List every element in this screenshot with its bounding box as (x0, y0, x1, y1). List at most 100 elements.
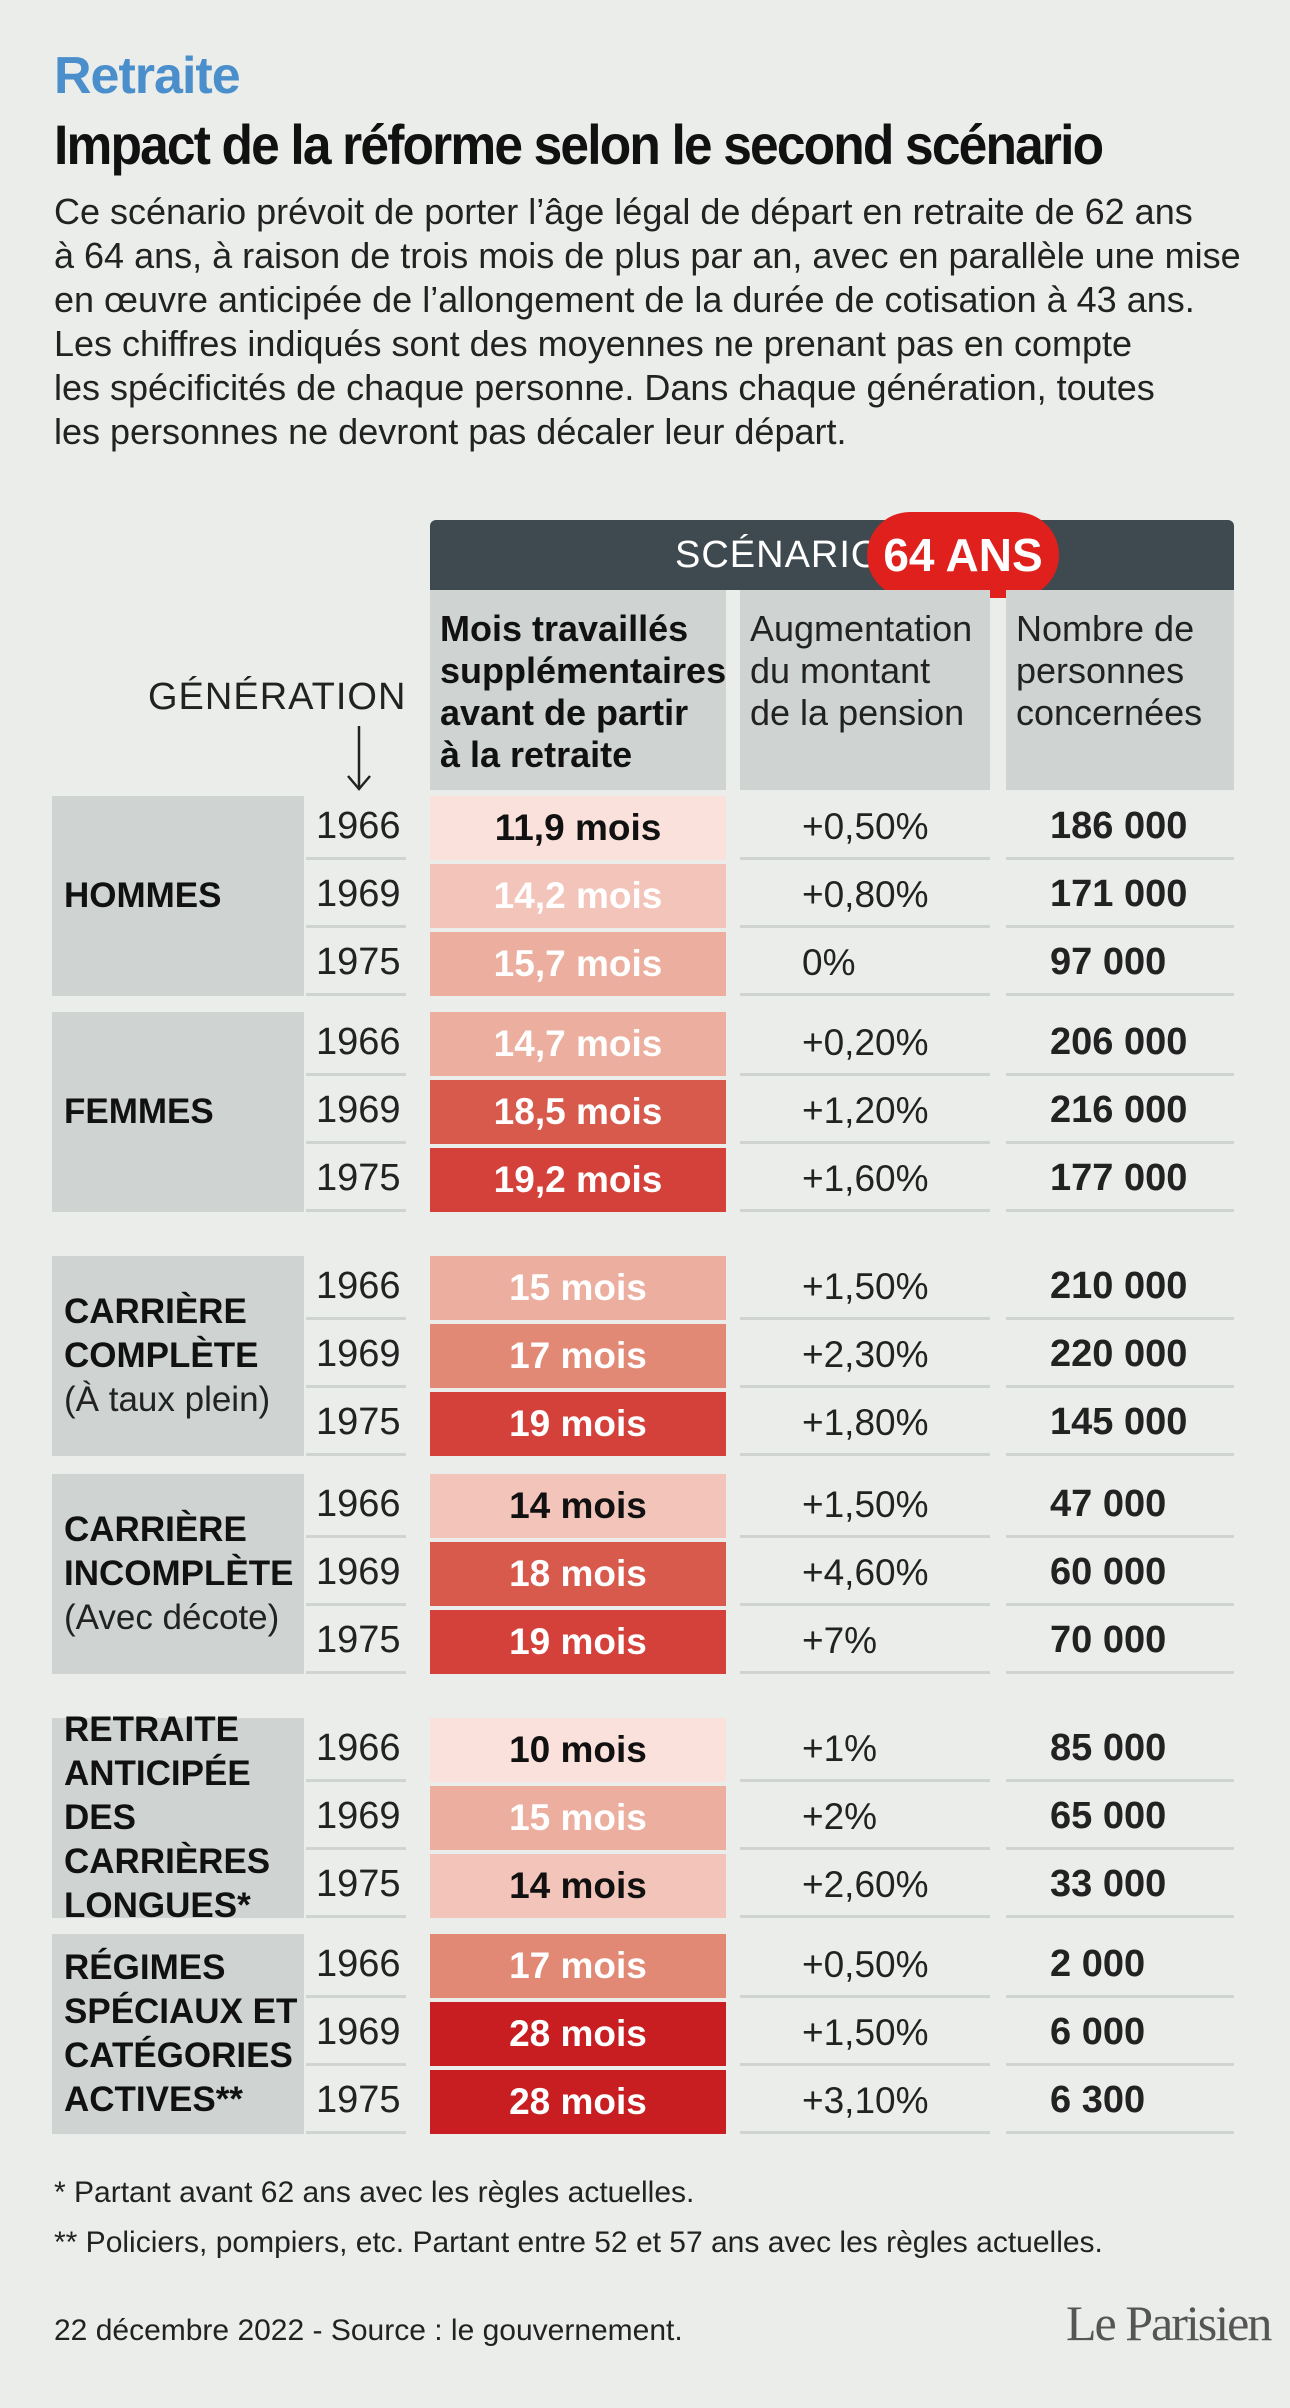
generation-year: 1975 (306, 1148, 406, 1212)
pension-cell: +2,30% (740, 1324, 990, 1388)
pension-cell: +4,60% (740, 1542, 990, 1606)
generation-year: 1969 (306, 1324, 406, 1388)
people-cell: 171 000 (1006, 864, 1234, 928)
pension-cell: +7% (740, 1610, 990, 1674)
group-label: RETRAITE ANTICIPÉE DES CARRIÈRES LONGUES… (52, 1710, 304, 1925)
generation-year: 1975 (306, 2070, 406, 2134)
intro-line: les personnes ne devront pas décaler leu… (54, 411, 847, 452)
page-title: Impact de la réforme selon le second scé… (54, 113, 1104, 176)
pension-cell: +2% (740, 1786, 990, 1850)
generation-year: 1966 (306, 1474, 406, 1538)
generation-label: GÉNÉRATION (148, 676, 407, 718)
generation-year: 1969 (306, 864, 406, 928)
scenario-label: SCÉNARIO (675, 534, 882, 576)
people-cell: 220 000 (1006, 1324, 1234, 1388)
table-row: 1969 14,2 mois +0,80% 171 000 (0, 864, 1290, 932)
people-cell: 97 000 (1006, 932, 1234, 996)
intro-text: Ce scénario prévoit de porter l’âge léga… (54, 190, 1244, 454)
scenario-header: SCÉNARIO 64 ANS (430, 512, 1234, 598)
months-cell: 17 mois (430, 1934, 726, 1998)
group-label: FEMMES (52, 1012, 304, 1212)
pension-cell: +1% (740, 1718, 990, 1782)
months-cell: 14 mois (430, 1474, 726, 1538)
footnote-2: ** Policiers, pompiers, etc. Partant ent… (54, 2226, 1103, 2259)
people-cell: 216 000 (1006, 1080, 1234, 1144)
months-cell: 18 mois (430, 1542, 726, 1606)
generation-year: 1975 (306, 1392, 406, 1456)
table-row: 1966 15 mois +1,50% 210 000 (0, 1256, 1290, 1324)
table-row: 1975 19 mois +1,80% 145 000 (0, 1392, 1290, 1460)
months-cell: 17 mois (430, 1324, 726, 1388)
months-cell: 14 mois (430, 1854, 726, 1918)
pension-cell: +1,50% (740, 1474, 990, 1538)
months-cell: 10 mois (430, 1718, 726, 1782)
pension-cell: +0,50% (740, 1934, 990, 1998)
table-row: 1969 15 mois +2% 65 000 (0, 1786, 1290, 1854)
generation-year: 1975 (306, 932, 406, 996)
table-row: 1975 14 mois +2,60% 33 000 (0, 1854, 1290, 1922)
generation-year: 1969 (306, 1786, 406, 1850)
pension-cell: 0% (740, 932, 990, 996)
people-cell: 70 000 (1006, 1610, 1234, 1674)
column-header-pension: Augmentation du montant de la pension (740, 590, 990, 790)
months-cell: 19 mois (430, 1392, 726, 1456)
pension-cell: +0,50% (740, 796, 990, 860)
pension-cell: +1,50% (740, 2002, 990, 2066)
group-name: CARRIÈRE COMPLÈTE (64, 1292, 259, 1375)
people-cell: 6 300 (1006, 2070, 1234, 2134)
people-cell: 186 000 (1006, 796, 1234, 860)
intro-line: Les chiffres indiqués sont des moyennes … (54, 323, 1133, 364)
table-row: 1969 18,5 mois +1,20% 216 000 (0, 1080, 1290, 1148)
people-cell: 145 000 (1006, 1392, 1234, 1456)
people-cell: 210 000 (1006, 1256, 1234, 1320)
table-row: 1975 15,7 mois 0% 97 000 (0, 932, 1290, 1000)
people-cell: 85 000 (1006, 1718, 1234, 1782)
group-label: RÉGIMES SPÉCIAUX ET CATÉGORIES ACTIVES** (52, 1934, 304, 2134)
group-label: CARRIÈRE COMPLÈTE (À taux plein) (52, 1256, 304, 1456)
pension-cell: +1,20% (740, 1080, 990, 1144)
table-row: 1966 14,7 mois +0,20% 206 000 (0, 1012, 1290, 1080)
months-cell: 11,9 mois (430, 796, 726, 860)
pension-cell: +1,60% (740, 1148, 990, 1212)
generation-year: 1969 (306, 1542, 406, 1606)
people-cell: 60 000 (1006, 1542, 1234, 1606)
table-row: 1969 28 mois +1,50% 6 000 (0, 2002, 1290, 2070)
months-cell: 19,2 mois (430, 1148, 726, 1212)
group-subtitle: (À taux plein) (64, 1380, 271, 1419)
people-cell: 65 000 (1006, 1786, 1234, 1850)
group-label: CARRIÈRE INCOMPLÈTE (Avec décote) (52, 1474, 304, 1674)
months-cell: 14,7 mois (430, 1012, 726, 1076)
months-cell: 15 mois (430, 1256, 726, 1320)
source-line: 22 décembre 2022 - Source : le gouvernem… (54, 2314, 683, 2347)
intro-line: Ce scénario prévoit de porter l’âge léga… (54, 191, 1193, 232)
group-name: HOMMES (64, 876, 222, 915)
generation-year: 1969 (306, 2002, 406, 2066)
table-row: 1966 10 mois +1% 85 000 (0, 1718, 1290, 1786)
generation-year: 1966 (306, 1934, 406, 1998)
people-cell: 47 000 (1006, 1474, 1234, 1538)
pension-cell: +3,10% (740, 2070, 990, 2134)
group-name: RÉGIMES SPÉCIAUX ET CATÉGORIES ACTIVES** (64, 1948, 298, 2119)
intro-line: les spécificités de chaque personne. Dan… (54, 367, 1155, 408)
months-cell: 15 mois (430, 1786, 726, 1850)
people-cell: 2 000 (1006, 1934, 1234, 1998)
months-cell: 14,2 mois (430, 864, 726, 928)
group-label: HOMMES (52, 796, 304, 996)
table-row: 1975 19 mois +7% 70 000 (0, 1610, 1290, 1678)
pension-cell: +0,20% (740, 1012, 990, 1076)
table-row: 1969 17 mois +2,30% 220 000 (0, 1324, 1290, 1392)
brand-logo: Le Parisien (1066, 2295, 1272, 2351)
months-cell: 15,7 mois (430, 932, 726, 996)
table-row: 1969 18 mois +4,60% 60 000 (0, 1542, 1290, 1610)
group-name: FEMMES (64, 1092, 214, 1131)
footnote-1: * Partant avant 62 ans avec les règles a… (54, 2176, 695, 2209)
pension-cell: +2,60% (740, 1854, 990, 1918)
pension-cell: +1,80% (740, 1392, 990, 1456)
table-row: 1966 17 mois +0,50% 2 000 (0, 1934, 1290, 2002)
group-subtitle: (Avec décote) (64, 1598, 280, 1637)
generation-year: 1966 (306, 1012, 406, 1076)
table-row: 1975 28 mois +3,10% 6 300 (0, 2070, 1290, 2138)
generation-year: 1969 (306, 1080, 406, 1144)
column-header-months: Mois travaillés supplémentaires avant de… (430, 590, 726, 790)
table-row: 1966 14 mois +1,50% 47 000 (0, 1474, 1290, 1542)
